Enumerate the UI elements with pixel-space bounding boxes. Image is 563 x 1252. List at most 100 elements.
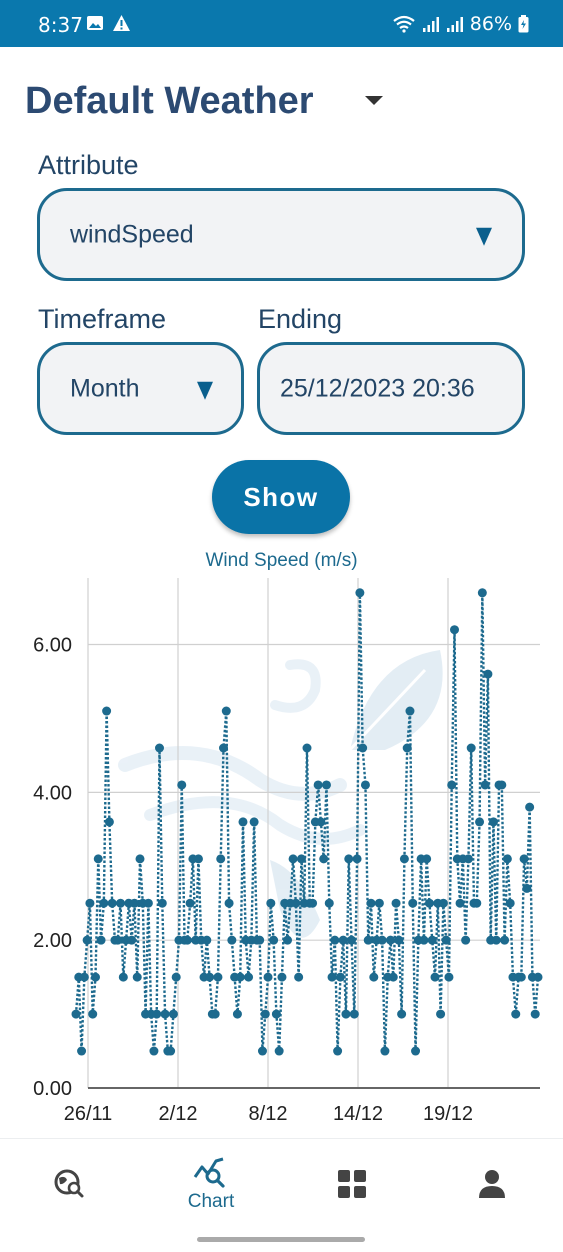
data-point bbox=[519, 854, 529, 864]
data-point bbox=[302, 743, 312, 753]
data-point bbox=[355, 588, 365, 598]
data-point bbox=[483, 669, 493, 679]
data-point bbox=[394, 935, 404, 945]
nav-item-explore[interactable] bbox=[40, 1139, 100, 1229]
data-point bbox=[90, 972, 100, 982]
y-tick-label: 2.00 bbox=[33, 930, 72, 952]
attribute-select[interactable]: windSpeed bbox=[37, 188, 525, 281]
data-point bbox=[185, 898, 195, 908]
data-point bbox=[182, 935, 192, 945]
chart-title: Wind Speed (m/s) bbox=[205, 550, 358, 571]
title-dropdown-icon[interactable] bbox=[365, 96, 383, 105]
data-point bbox=[171, 972, 181, 982]
data-point bbox=[244, 972, 254, 982]
data-point bbox=[221, 706, 231, 716]
y-tick-label: 4.00 bbox=[33, 782, 72, 804]
timeframe-select[interactable]: Month bbox=[37, 342, 244, 435]
data-point bbox=[255, 935, 265, 945]
data-point bbox=[447, 780, 457, 790]
data-point bbox=[113, 935, 123, 945]
data-point bbox=[422, 854, 432, 864]
ending-datetime-field[interactable]: 25/12/2023 20:36 bbox=[257, 342, 525, 435]
data-point bbox=[497, 780, 507, 790]
data-point bbox=[427, 935, 437, 945]
data-point bbox=[107, 898, 117, 908]
nav-item-dashboard[interactable] bbox=[322, 1139, 382, 1229]
y-tick-label: 6.00 bbox=[33, 635, 72, 657]
data-point bbox=[274, 1046, 284, 1056]
data-point bbox=[430, 972, 440, 982]
data-point bbox=[143, 898, 153, 908]
data-point bbox=[177, 780, 187, 790]
data-point bbox=[288, 854, 298, 864]
data-point bbox=[82, 935, 92, 945]
data-point bbox=[341, 1009, 351, 1019]
data-point bbox=[238, 817, 248, 827]
gesture-bar bbox=[197, 1237, 365, 1242]
data-point bbox=[438, 898, 448, 908]
data-point bbox=[321, 780, 331, 790]
data-point bbox=[93, 854, 103, 864]
data-point bbox=[88, 1009, 98, 1019]
data-point bbox=[202, 935, 212, 945]
ending-label: Ending bbox=[258, 304, 343, 334]
data-point bbox=[157, 898, 167, 908]
data-point bbox=[441, 935, 451, 945]
data-point bbox=[266, 898, 276, 908]
data-point bbox=[530, 1009, 540, 1019]
data-point bbox=[319, 854, 329, 864]
grid-icon bbox=[338, 1170, 366, 1198]
data-point bbox=[269, 935, 279, 945]
data-point bbox=[118, 972, 128, 982]
data-point bbox=[488, 817, 498, 827]
data-point bbox=[127, 935, 137, 945]
data-point bbox=[347, 935, 357, 945]
data-point bbox=[213, 972, 223, 982]
attribute-dropdown-icon bbox=[476, 227, 492, 246]
alert-icon bbox=[113, 15, 130, 31]
data-point bbox=[399, 854, 409, 864]
x-tick-label: 14/12 bbox=[333, 1103, 383, 1125]
data-point bbox=[352, 854, 362, 864]
data-point bbox=[369, 972, 379, 982]
data-point bbox=[380, 1046, 390, 1056]
attribute-value: windSpeed bbox=[70, 220, 194, 248]
data-point bbox=[391, 898, 401, 908]
data-point bbox=[96, 935, 106, 945]
data-point bbox=[330, 935, 340, 945]
data-point bbox=[338, 935, 348, 945]
data-point bbox=[397, 1009, 407, 1019]
data-point bbox=[363, 935, 373, 945]
battery-icon bbox=[518, 15, 529, 33]
data-point bbox=[475, 817, 485, 827]
data-point bbox=[502, 854, 512, 864]
data-point bbox=[349, 1009, 359, 1019]
data-point bbox=[358, 743, 368, 753]
nav-item-profile[interactable] bbox=[462, 1139, 522, 1229]
data-point bbox=[480, 780, 490, 790]
data-point bbox=[405, 706, 415, 716]
data-point bbox=[463, 854, 473, 864]
data-point bbox=[135, 854, 145, 864]
timeframe-label: Timeframe bbox=[38, 304, 167, 334]
data-point bbox=[436, 1009, 446, 1019]
status-bar: 8:37 86% bbox=[0, 0, 563, 47]
wind-speed-chart: 0.00 2.00 4.00 6.00 26/11 2/12 8/12 14/12 19/12 bbox=[33, 578, 543, 1125]
data-point bbox=[335, 972, 345, 982]
show-button[interactable]: Show bbox=[212, 460, 350, 534]
data-point bbox=[227, 935, 237, 945]
signal-icon bbox=[446, 17, 463, 32]
x-tick-label: 8/12 bbox=[249, 1103, 288, 1125]
data-point bbox=[455, 898, 465, 908]
data-point bbox=[360, 780, 370, 790]
data-point bbox=[316, 817, 326, 827]
data-point bbox=[411, 1046, 421, 1056]
data-point bbox=[232, 1009, 242, 1019]
data-point bbox=[116, 898, 126, 908]
nav-item-chart[interactable]: Chart bbox=[176, 1139, 246, 1229]
timeframe-dropdown-icon bbox=[197, 381, 213, 400]
data-point bbox=[249, 817, 259, 827]
weather-watermark-icon bbox=[118, 650, 443, 938]
data-point bbox=[216, 854, 226, 864]
status-time: 8:37 bbox=[38, 13, 83, 37]
